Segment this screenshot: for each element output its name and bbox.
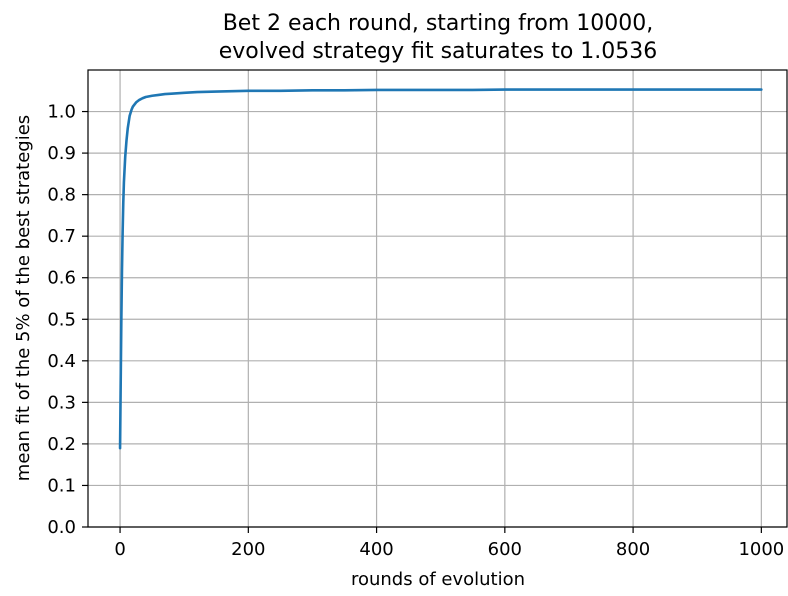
series-group bbox=[118, 88, 763, 450]
y-tick-label: 1.0 bbox=[47, 102, 76, 123]
x-tick-label: 600 bbox=[488, 539, 522, 560]
y-tick-label: 0.2 bbox=[47, 434, 76, 455]
y-axis-label: mean fit of the 5% of the best strategie… bbox=[13, 115, 34, 481]
x-axis-label: rounds of evolution bbox=[351, 569, 525, 590]
x-tick-label: 200 bbox=[231, 539, 265, 560]
y-axis-ticks: 0.0 0.1 0.2 0.3 0.4 0.5 0.6 0.7 0.8 0.9 1.0 bbox=[47, 102, 88, 538]
y-tick-label: 0.8 bbox=[47, 185, 76, 206]
y-tick-label: 0.7 bbox=[47, 226, 76, 247]
x-tick-label: 800 bbox=[616, 539, 650, 560]
y-tick-label: 0.9 bbox=[47, 143, 76, 164]
y-tick-label: 0.6 bbox=[47, 268, 76, 289]
chart-title-line-1: Bet 2 each round, starting from 10000, bbox=[223, 11, 654, 36]
y-tick-label: 0.3 bbox=[47, 392, 76, 413]
y-tick-label: 0.4 bbox=[47, 351, 76, 372]
x-axis-ticks: 0 200 400 600 800 1000 bbox=[114, 527, 784, 560]
y-tick-label: 0.0 bbox=[47, 517, 76, 538]
series-line bbox=[118, 88, 763, 450]
plot-area-frame bbox=[87, 69, 788, 528]
y-tick-label: 0.1 bbox=[47, 475, 76, 496]
chart-title-line-2: evolved strategy fit saturates to 1.0536 bbox=[219, 39, 658, 64]
grid-lines bbox=[88, 70, 787, 528]
chart-title: Bet 2 each round, starting from 10000, e… bbox=[219, 11, 658, 64]
x-tick-label: 0 bbox=[114, 539, 125, 560]
x-tick-label: 400 bbox=[359, 539, 393, 560]
y-tick-label: 0.5 bbox=[47, 309, 76, 330]
x-tick-label: 1000 bbox=[738, 539, 784, 560]
